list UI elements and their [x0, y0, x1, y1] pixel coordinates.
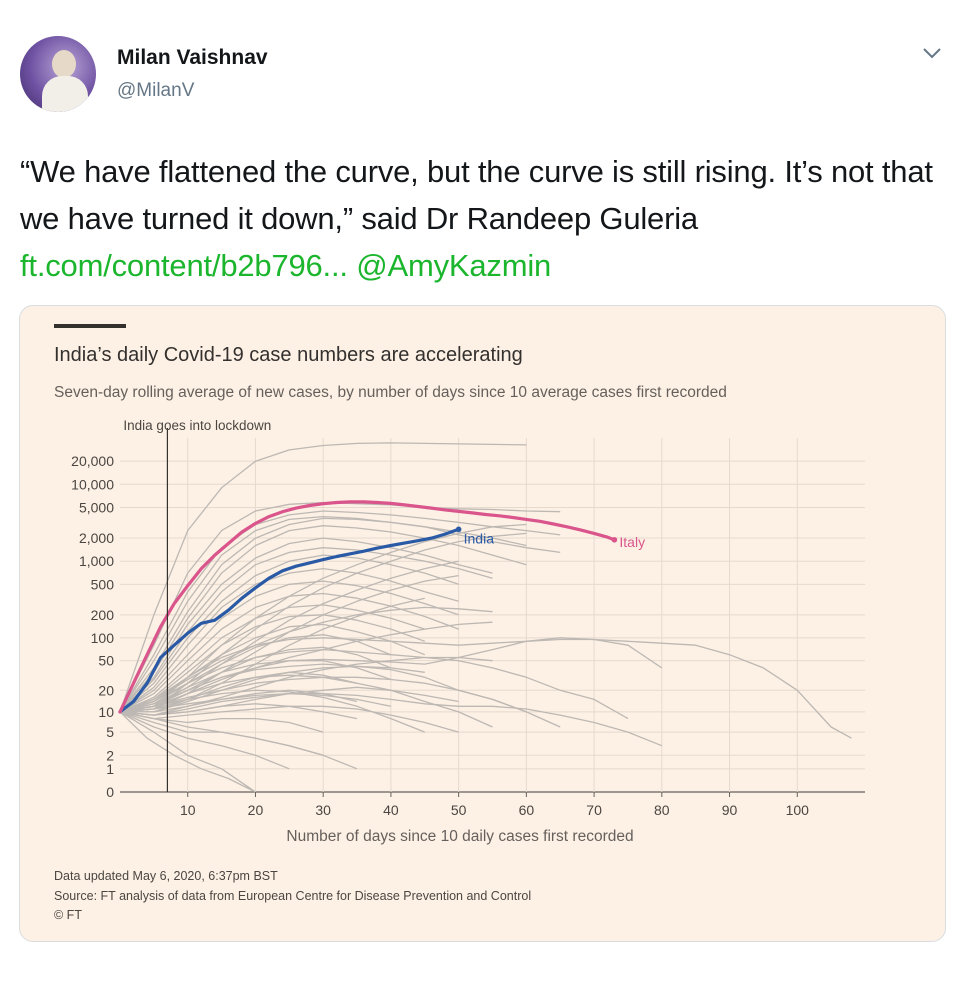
series-line-other: [119, 711, 256, 793]
y-tick-label: 5,000: [79, 499, 114, 515]
x-tick-label: 100: [786, 802, 810, 818]
series-line-other: [119, 689, 426, 733]
y-tick-label: 0: [106, 784, 114, 800]
y-tick-label: 2: [106, 747, 114, 763]
article-link[interactable]: ft.com/content/b2b796...: [20, 248, 348, 283]
y-tick-label: 20: [98, 682, 114, 698]
series-line-italy: [118, 500, 617, 714]
series-line-other: [119, 705, 459, 733]
series-line-other: [119, 676, 527, 713]
series-line-other: [119, 580, 459, 713]
series-line-other: [119, 604, 425, 713]
highlight-lines: India Italy: [118, 500, 645, 714]
series-line-other: [119, 621, 493, 713]
source-note: Source: FT analysis of data from Europea…: [54, 889, 531, 903]
x-tick-label: 50: [451, 802, 467, 818]
chart-title: India’s daily Covid-19 case numbers are …: [54, 344, 523, 366]
series-label-italy: Italy: [619, 534, 645, 550]
series-line-other: [119, 532, 527, 713]
series-line-other: [119, 537, 493, 713]
series-line-other: [119, 711, 358, 770]
series-line-other: [119, 614, 426, 713]
y-tick-label: 50: [98, 653, 114, 669]
tweet-body: “We have flattened the curve, but the cu…: [20, 154, 933, 236]
series-line-other: [119, 711, 256, 793]
x-axis-ticks: 10 20 30 40 50 60 70 80 90 100: [180, 792, 809, 818]
series-line-other: [119, 711, 290, 770]
data-updated-note: Data updated May 6, 2020, 6:37pm BST: [54, 869, 278, 883]
chart-subtitle: Seven-day rolling average of new cases, …: [54, 384, 727, 401]
series-line-other: [119, 692, 663, 747]
copyright-note: © FT: [54, 908, 82, 922]
y-tick-label: 1: [106, 761, 114, 777]
series-line-other: [119, 692, 392, 716]
series-line-other: [119, 623, 426, 713]
y-tick-label: 1,000: [79, 553, 114, 569]
other-countries-lines: [119, 442, 852, 793]
x-tick-label: 60: [519, 802, 535, 818]
series-line-other: [119, 510, 561, 713]
series-label-india: India: [464, 530, 495, 546]
tweet-text: “We have flattened the curve, but the cu…: [20, 148, 950, 289]
lockdown-annotation: India goes into lockdown: [123, 418, 271, 792]
x-tick-label: 70: [586, 802, 602, 818]
chart-card[interactable]: India’s daily Covid-19 case numbers are …: [19, 305, 946, 942]
series-line-other: [119, 554, 459, 713]
mention-link[interactable]: @AmyKazmin: [356, 248, 552, 283]
series-line-other: [119, 525, 527, 713]
y-tick-label: 500: [91, 576, 115, 592]
x-tick-label: 30: [315, 802, 331, 818]
avatar[interactable]: [20, 36, 96, 112]
series-line-india: [118, 527, 461, 714]
y-axis-ticks: 0 12 5 10 20 50 100 200 500 1,000 2,000 5,000 10,000…: [71, 453, 114, 800]
series-line-other: [119, 567, 459, 713]
user-handle[interactable]: @MilanV: [117, 80, 195, 101]
series-line-other: [119, 523, 527, 713]
grid-lines: [120, 438, 865, 793]
y-tick-label: 200: [91, 607, 115, 623]
lockdown-label: India goes into lockdown: [123, 418, 271, 433]
series-line-other: [119, 656, 493, 716]
y-tick-label: 5: [106, 724, 114, 740]
series-line-other: [119, 442, 527, 713]
x-axis-label: Number of days since 10 daily cases firs…: [286, 828, 633, 845]
avatar-body: [42, 76, 88, 112]
x-tick-label: 40: [383, 802, 399, 818]
ft-brand-bar: [54, 324, 126, 328]
y-tick-label: 10: [98, 704, 114, 720]
y-tick-label: 100: [91, 630, 115, 646]
x-tick-label: 10: [180, 802, 196, 818]
y-tick-label: 20,000: [71, 453, 114, 469]
series-end-point-india: [455, 526, 462, 533]
x-tick-label: 20: [248, 802, 264, 818]
x-tick-label: 80: [654, 802, 670, 818]
series-line-other: [119, 560, 459, 713]
y-tick-label: 10,000: [71, 476, 114, 492]
series-line-other: [119, 637, 663, 713]
avatar-head: [52, 50, 76, 78]
series-line-other: [119, 671, 358, 713]
y-tick-label: 2,000: [79, 530, 114, 546]
series-line-other: [119, 606, 493, 713]
series-end-point-italy: [611, 536, 618, 543]
chart: India’s daily Covid-19 case numbers are …: [54, 324, 865, 922]
chevron-down-icon[interactable]: [920, 44, 944, 62]
display-name[interactable]: Milan Vaishnav: [117, 46, 268, 69]
x-tick-label: 90: [722, 802, 738, 818]
series-line-other: [119, 515, 561, 713]
series-line-other: [120, 597, 425, 713]
